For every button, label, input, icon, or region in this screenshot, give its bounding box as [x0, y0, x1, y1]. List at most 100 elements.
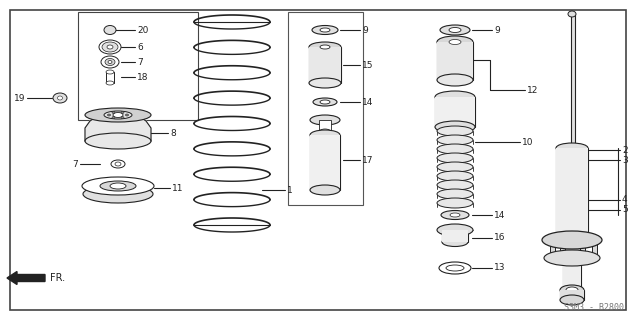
Ellipse shape	[312, 26, 338, 35]
Bar	[556, 148, 588, 240]
Ellipse shape	[83, 185, 153, 203]
Ellipse shape	[556, 143, 588, 153]
Ellipse shape	[437, 74, 473, 86]
Text: 1: 1	[287, 186, 293, 195]
Text: 9: 9	[494, 26, 500, 35]
Bar	[309, 47, 341, 83]
Bar	[288, 12, 363, 205]
Text: 14: 14	[362, 98, 373, 107]
Ellipse shape	[437, 180, 473, 190]
Text: 18: 18	[137, 73, 149, 82]
Bar	[560, 240, 565, 258]
Text: 7: 7	[137, 58, 143, 67]
Text: 3: 3	[622, 156, 628, 164]
Ellipse shape	[437, 153, 473, 163]
Bar	[319, 120, 331, 132]
Ellipse shape	[320, 45, 330, 49]
Text: 13: 13	[494, 263, 505, 273]
Ellipse shape	[437, 171, 473, 181]
Ellipse shape	[112, 111, 115, 113]
Ellipse shape	[441, 211, 469, 220]
Ellipse shape	[126, 114, 128, 116]
Ellipse shape	[102, 42, 118, 52]
Ellipse shape	[437, 36, 473, 48]
Ellipse shape	[99, 40, 121, 54]
Ellipse shape	[437, 189, 473, 199]
Ellipse shape	[105, 59, 115, 66]
Text: FR.: FR.	[50, 273, 65, 283]
Bar	[592, 240, 597, 258]
Ellipse shape	[110, 183, 126, 189]
Ellipse shape	[439, 262, 471, 274]
Bar	[550, 240, 555, 258]
Ellipse shape	[82, 177, 154, 195]
Bar	[435, 97, 475, 127]
Ellipse shape	[435, 121, 475, 133]
Ellipse shape	[449, 28, 461, 33]
Bar	[563, 258, 581, 290]
Ellipse shape	[106, 70, 114, 74]
Ellipse shape	[560, 285, 584, 295]
Ellipse shape	[104, 26, 116, 35]
Ellipse shape	[85, 133, 151, 149]
Ellipse shape	[108, 60, 112, 63]
Ellipse shape	[320, 28, 330, 32]
Ellipse shape	[446, 265, 464, 271]
Bar	[310, 135, 340, 190]
Text: 12: 12	[527, 85, 538, 94]
Text: 6: 6	[137, 43, 143, 52]
Ellipse shape	[566, 287, 578, 293]
Text: 2: 2	[622, 146, 628, 155]
Bar	[442, 230, 468, 242]
Ellipse shape	[544, 250, 600, 266]
Ellipse shape	[450, 213, 460, 217]
Ellipse shape	[437, 126, 473, 136]
Text: 14: 14	[494, 211, 505, 220]
Text: 11: 11	[172, 183, 184, 193]
Text: 9: 9	[362, 26, 367, 35]
Ellipse shape	[57, 96, 63, 100]
Text: 4: 4	[622, 196, 628, 204]
Ellipse shape	[556, 235, 588, 245]
Ellipse shape	[437, 224, 473, 236]
Text: S3M3 - B2800: S3M3 - B2800	[564, 303, 624, 312]
Ellipse shape	[111, 160, 125, 168]
Bar	[437, 42, 473, 80]
Ellipse shape	[568, 11, 576, 17]
Ellipse shape	[53, 93, 67, 103]
Ellipse shape	[309, 78, 341, 88]
Ellipse shape	[115, 162, 121, 166]
Ellipse shape	[449, 39, 461, 44]
Ellipse shape	[542, 231, 602, 249]
Ellipse shape	[113, 113, 123, 117]
Ellipse shape	[101, 56, 119, 68]
Ellipse shape	[440, 25, 470, 35]
Ellipse shape	[310, 185, 340, 195]
Text: 15: 15	[362, 60, 373, 69]
FancyArrow shape	[7, 271, 45, 284]
Bar	[571, 14, 575, 170]
Ellipse shape	[106, 81, 114, 85]
Ellipse shape	[560, 295, 584, 305]
Text: 8: 8	[170, 129, 175, 138]
Ellipse shape	[121, 116, 124, 119]
Text: 19: 19	[14, 93, 26, 102]
Ellipse shape	[442, 237, 468, 246]
Text: 16: 16	[494, 234, 505, 243]
Ellipse shape	[104, 111, 132, 119]
Ellipse shape	[309, 42, 341, 52]
Ellipse shape	[437, 162, 473, 172]
Text: 7: 7	[72, 159, 78, 169]
Ellipse shape	[313, 98, 337, 106]
Text: 10: 10	[522, 138, 533, 147]
Ellipse shape	[437, 198, 473, 208]
Ellipse shape	[107, 114, 110, 116]
Ellipse shape	[319, 129, 331, 135]
Ellipse shape	[121, 111, 124, 113]
Ellipse shape	[310, 130, 340, 140]
Ellipse shape	[320, 100, 330, 104]
Ellipse shape	[85, 108, 151, 122]
Ellipse shape	[112, 116, 115, 119]
Bar	[560, 290, 584, 302]
Ellipse shape	[437, 135, 473, 145]
